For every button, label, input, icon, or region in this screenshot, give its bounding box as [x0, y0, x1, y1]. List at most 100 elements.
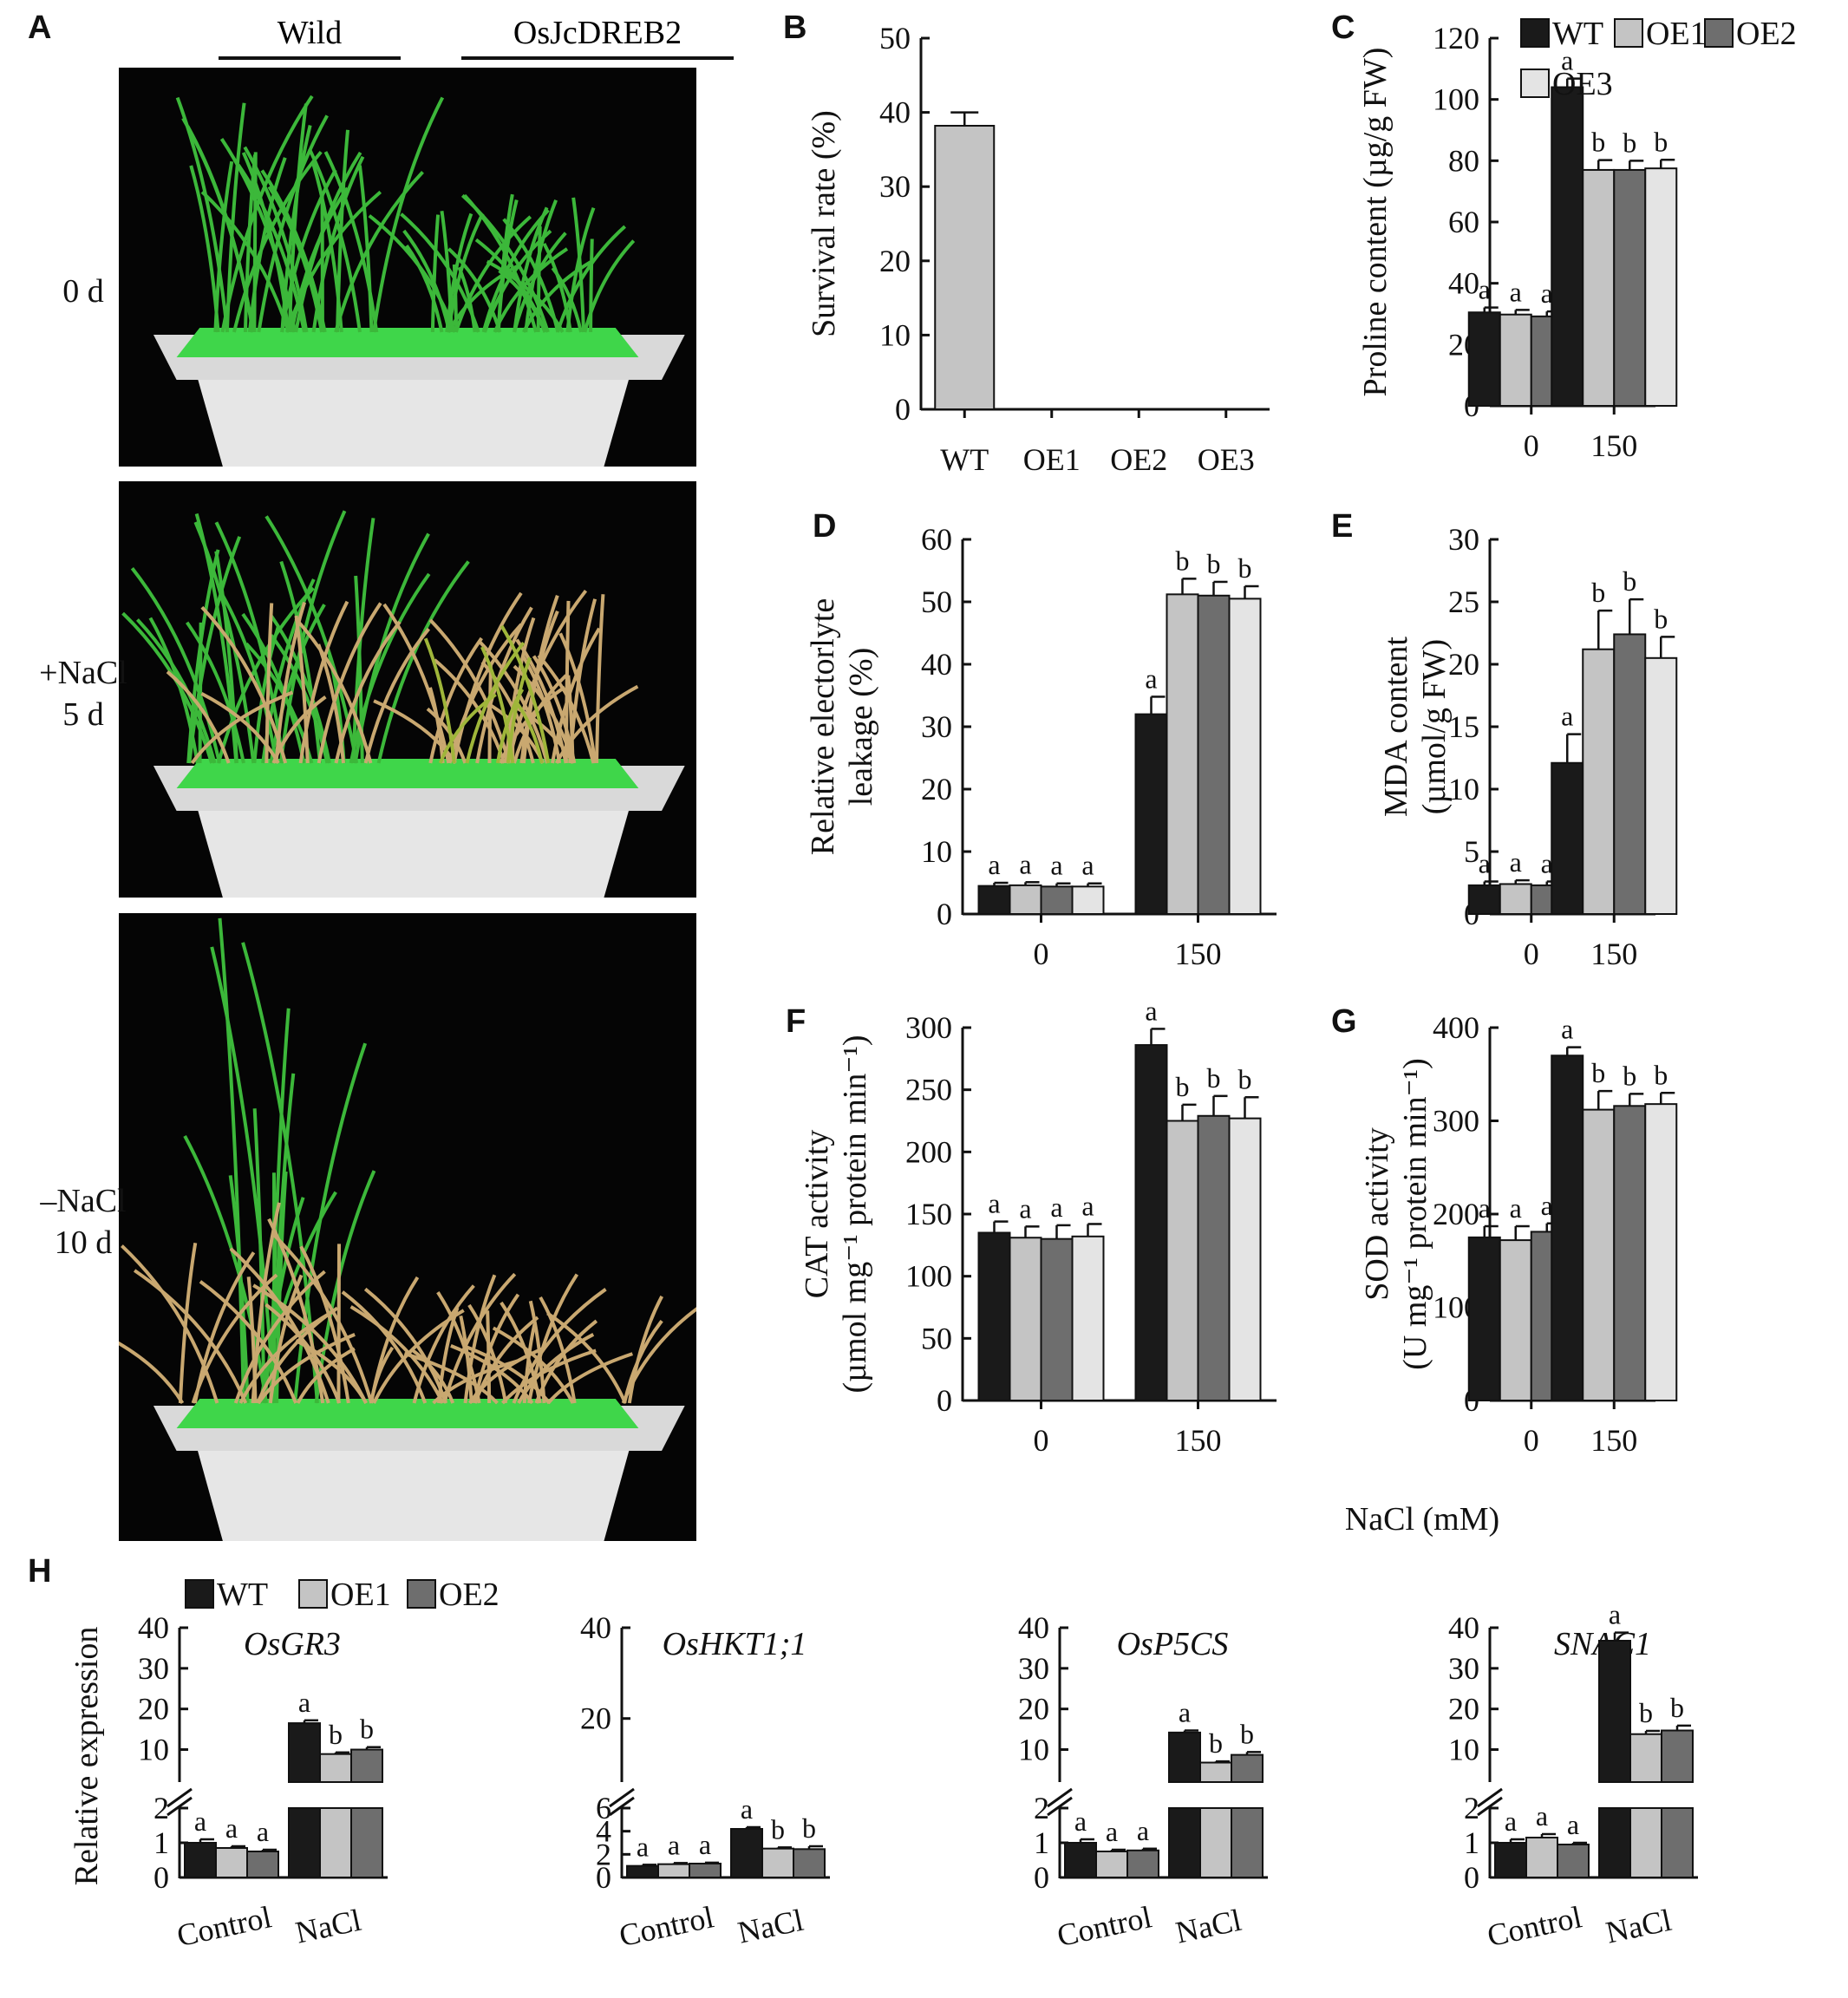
y-tick-label: 25 — [1448, 584, 1479, 619]
bar-wt — [1551, 761, 1584, 916]
leaf — [183, 1135, 269, 1404]
leaf — [336, 1244, 342, 1404]
chart-b: B 0 10 20 30 40 50 Survival rate (%) WT OE1 OE2 OE3 — [783, 10, 1270, 477]
y-tick-label: 6 — [596, 1791, 611, 1825]
bar-lower-wt — [1168, 1807, 1201, 1878]
chart-h4: SNAC101210203040ControlaaaNaClabb — [1448, 1599, 1698, 1953]
x-tick-label: Control — [174, 1899, 275, 1953]
significance-letter: a — [1179, 1697, 1191, 1728]
leaf — [269, 604, 326, 764]
y-tick-label: 0 — [1464, 1860, 1479, 1895]
leaf — [423, 637, 456, 764]
panel-label: B — [783, 10, 806, 46]
photo-recovery-10d — [119, 913, 696, 1541]
bar-oe2 — [1197, 1114, 1231, 1402]
x-tick-label: 0 — [1524, 1423, 1539, 1458]
legend-swatch-oe2 — [407, 1579, 436, 1609]
bar-oe1 — [1499, 1239, 1532, 1401]
significance-letter: b — [1591, 127, 1605, 158]
y-tick-label: 0 — [153, 1860, 169, 1895]
significance-letter: a — [1541, 1190, 1553, 1221]
y-tick-label: 50 — [879, 21, 911, 56]
y-tick-label: 100 — [1433, 82, 1479, 117]
significance-letter: a — [1479, 274, 1491, 305]
y-tick-label: 200 — [905, 1134, 952, 1169]
y-tick-label: 40 — [1018, 1610, 1049, 1645]
y-tick-label: 10 — [879, 317, 911, 352]
bar-oe1 — [1166, 1120, 1199, 1401]
leaf — [595, 594, 605, 764]
leaf — [323, 151, 379, 333]
leaf — [546, 1352, 633, 1405]
y-tick-label: 0 — [1034, 1860, 1049, 1895]
bar-oe1 — [1499, 883, 1532, 916]
significance-letter: b — [802, 1812, 816, 1844]
y-tick-label: 20 — [1018, 1692, 1049, 1727]
y-axis-label-line: CAT activity — [799, 1130, 835, 1299]
bar-oe2 — [1040, 1237, 1074, 1401]
y-tick-label: 0 — [937, 1383, 952, 1418]
significance-letter: b — [1207, 1062, 1221, 1094]
bar-oe1 — [1582, 1108, 1616, 1401]
bar-wt — [977, 885, 1011, 915]
leaf — [210, 946, 277, 1404]
significance-letter: b — [1591, 577, 1605, 608]
leaf — [452, 591, 523, 764]
tray — [176, 1399, 639, 1428]
y-tick-label: 10 — [1448, 772, 1479, 806]
chart-f: F 0 50 100 150 200 250 300 CAT activity (µmol mg⁻… — [786, 995, 1277, 1458]
gene-title: OsP5CS — [1117, 1626, 1229, 1662]
y-tick-label: 10 — [921, 834, 952, 869]
x-tick-label: 150 — [1175, 1423, 1222, 1458]
y-tick-label: 0 — [895, 392, 911, 427]
bar-wt — [730, 1828, 763, 1878]
y-tick-label: 50 — [921, 584, 952, 619]
significance-letter: b — [1238, 1063, 1252, 1094]
significance-letter: a — [1019, 1192, 1031, 1224]
row-label-line: 10 d — [54, 1224, 113, 1261]
leaf — [317, 602, 382, 764]
significance-letter: a — [1479, 848, 1491, 879]
y-tick-label: 10 — [1448, 1733, 1479, 1767]
leaf — [623, 1319, 663, 1404]
leaf — [460, 193, 550, 333]
legend-label: OE1 — [1646, 16, 1707, 52]
y-tick-label: 40 — [879, 95, 911, 130]
significance-letter: a — [1561, 701, 1573, 732]
significance-letter: a — [1561, 45, 1573, 76]
significance-letter: a — [1510, 846, 1522, 878]
leaf — [178, 1242, 198, 1404]
significance-letter: a — [194, 1805, 206, 1837]
header-transgenic: OsJcDREB2 — [513, 15, 682, 51]
x-tick-label: OE1 — [1023, 442, 1081, 477]
leaf — [187, 536, 242, 764]
leaf — [247, 157, 287, 333]
leaf — [480, 646, 515, 764]
bar-oe3 — [1644, 656, 1678, 915]
bar-oe3 — [1071, 885, 1105, 916]
leaf — [363, 627, 430, 764]
leaf — [558, 632, 597, 764]
legend-label: WT — [217, 1577, 268, 1613]
leaf — [627, 1295, 664, 1404]
y-tick-label: 30 — [138, 1651, 169, 1686]
leaf — [290, 186, 349, 333]
leaf — [190, 690, 294, 765]
leaf — [218, 917, 246, 1404]
bar-oe1 — [1582, 648, 1616, 915]
leaf — [257, 114, 329, 333]
leaf — [252, 625, 280, 764]
significance-letter: b — [1654, 1059, 1668, 1090]
significance-letter: a — [1137, 1815, 1149, 1846]
x-tick-label: NaCl — [292, 1903, 364, 1950]
legend-swatch-oe1 — [1614, 18, 1643, 48]
y-tick-label: 20 — [1448, 647, 1479, 682]
leaf — [296, 1347, 356, 1404]
leaf — [589, 238, 594, 333]
leaf — [513, 232, 567, 333]
x-tick-label: Control — [1485, 1899, 1585, 1953]
legend-swatch-wt — [185, 1579, 214, 1609]
bar-wt — [184, 1842, 217, 1878]
